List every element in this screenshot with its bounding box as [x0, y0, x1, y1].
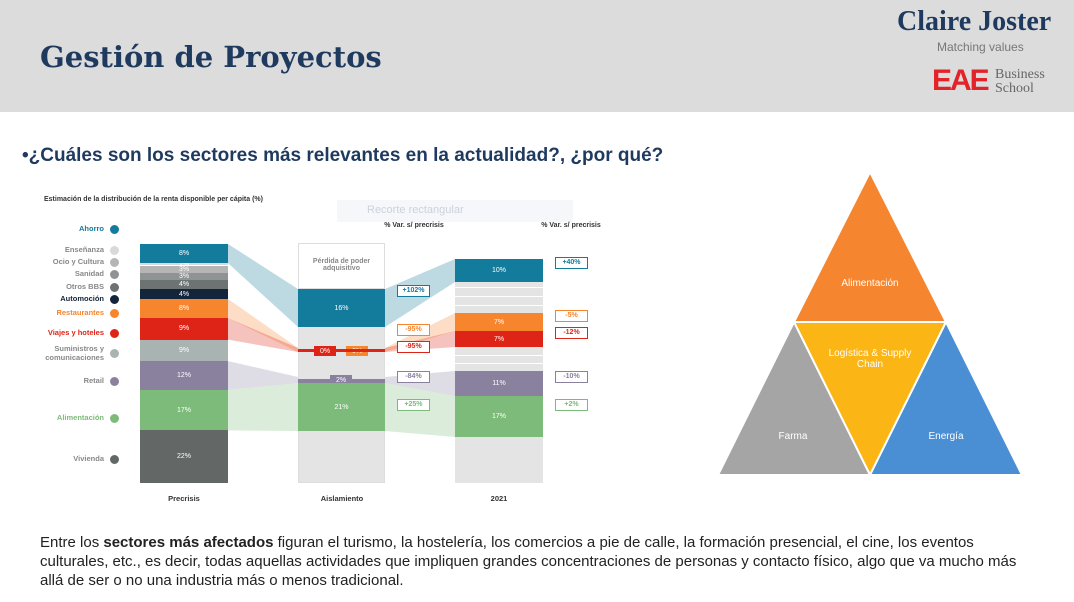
sector-label: Automoción — [60, 294, 104, 303]
bar-segment-aislamiento: 21% — [298, 383, 385, 431]
sector-label: Alimentación — [56, 413, 104, 422]
divider — [455, 363, 543, 364]
bar-segment-precrisis: 1% — [140, 263, 228, 266]
bar-segment-2021: 17% — [455, 396, 543, 437]
bar-segment-aislamiento: 0% — [314, 346, 336, 356]
sector-icon — [109, 454, 120, 465]
flow-band — [228, 244, 298, 327]
sector-icon — [109, 224, 120, 235]
sector-label: Retail — [83, 376, 104, 385]
var-badge-2021: +2% — [555, 399, 588, 411]
triangle-right — [868, 319, 1024, 476]
sector-label: Vivienda — [73, 454, 104, 463]
sector-icon — [109, 282, 120, 293]
sector-icon — [109, 376, 120, 387]
school-name-1: Business — [995, 67, 1045, 82]
var-badge-2021: -12% — [555, 327, 588, 339]
para-text: figuran el turismo, la hostelería, los c… — [40, 534, 1017, 589]
chart-title: Estimación de la distribución de la rent… — [44, 196, 263, 203]
var-badge-aislamiento: +25% — [397, 399, 430, 411]
bar-segment-2021: 7% — [455, 331, 543, 347]
sector-icon — [109, 413, 120, 424]
bar-line — [298, 349, 385, 352]
sector-icon — [109, 348, 120, 359]
sector-label: Suministros y comunicaciones — [45, 344, 104, 362]
bar-segment-precrisis: 22% — [140, 430, 228, 483]
sector-icon — [109, 257, 120, 268]
para-text: Entre los — [40, 534, 104, 551]
bar-segment-2021: 7% — [455, 313, 543, 331]
para-bold: sectores más afectados — [103, 534, 274, 551]
label-logistica: Logística & Supply Chain — [828, 348, 912, 370]
sector-label: Sanidad — [74, 269, 104, 278]
brand-logo: Claire Joster — [897, 6, 1052, 37]
flow-band — [228, 383, 298, 431]
var-badge-2021: -5% — [555, 310, 588, 322]
bar-segment-precrisis: 8% — [140, 244, 228, 264]
bar-segment-precrisis: 4% — [140, 289, 228, 299]
school-name: Business School — [995, 68, 1045, 96]
bar-segment-precrisis: 17% — [140, 389, 228, 431]
question-heading: •¿Cuáles son los sectores más relevantes… — [22, 145, 664, 166]
snip-tool-hint: Recorte rectangular — [337, 200, 573, 222]
school-name-2: School — [995, 81, 1034, 96]
bar-segment-aislamiento: 16% — [298, 289, 385, 327]
bar-segment-precrisis: 9% — [140, 339, 228, 362]
var-header-2021: % Var. s/ precrisis — [541, 222, 601, 229]
bar-segment-precrisis: 4% — [140, 279, 228, 290]
brand-tagline: Matching values — [937, 40, 1024, 54]
flow-band — [228, 318, 298, 352]
divider — [455, 287, 543, 288]
bar-segment-2021: 11% — [455, 371, 543, 396]
x-label-aislamiento: Aislamiento — [320, 494, 364, 503]
sector-label: Ocio y Cultura — [52, 257, 104, 266]
sector-icon — [109, 328, 120, 339]
bar-segment-aislamiento: 2% — [330, 375, 352, 385]
school-logo: EAE — [932, 64, 990, 97]
var-header-aislamiento: % Var. s/ precrisis — [384, 222, 444, 229]
label-alimentacion: Alimentación — [841, 278, 899, 289]
loss-label: Pérdida de poder adquisitivo — [298, 243, 385, 289]
var-badge-aislamiento: -95% — [397, 324, 430, 336]
triangle-top — [792, 169, 948, 323]
label-farma: Farma — [778, 431, 808, 442]
label-energia: Energía — [928, 431, 964, 442]
sector-icon — [109, 245, 120, 256]
x-label-2021: 2021 — [490, 494, 508, 503]
sector-icon — [109, 308, 120, 319]
var-badge-2021: -10% — [555, 371, 588, 383]
sector-label: Viajes y hoteles — [47, 328, 104, 337]
bar-segment-precrisis: 9% — [140, 318, 228, 340]
body-paragraph: Entre los sectores más afectados figuran… — [40, 533, 1040, 590]
bar-segment-precrisis: 12% — [140, 361, 228, 390]
var-badge-aislamiento: -84% — [397, 371, 430, 383]
sector-icon — [109, 269, 120, 280]
divider — [455, 305, 543, 306]
flow-band — [228, 298, 298, 352]
bar-segment-precrisis: 3% — [140, 272, 228, 280]
var-badge-aislamiento: -95% — [397, 341, 430, 353]
x-label-precrisis: Precrisis — [168, 494, 200, 503]
slide-header — [0, 0, 1074, 112]
sector-label: Ahorro — [79, 224, 104, 233]
bar-segment-2021: 10% — [455, 259, 543, 282]
slide-title: Gestión de Proyectos — [40, 40, 382, 74]
var-badge-2021: +40% — [555, 257, 588, 269]
var-badge-aislamiento: +102% — [397, 285, 430, 297]
divider — [455, 355, 543, 356]
sector-label: Otros BBS — [66, 282, 104, 291]
triangle-left — [716, 319, 872, 476]
flow-band — [228, 361, 298, 390]
sector-icon — [109, 294, 120, 305]
sector-label: Restaurantes — [56, 308, 104, 317]
sector-label: Enseñanza — [64, 245, 104, 254]
bar-segment-precrisis: 8% — [140, 298, 228, 319]
divider — [455, 296, 543, 297]
bar-segment-precrisis: 3% — [140, 265, 228, 273]
